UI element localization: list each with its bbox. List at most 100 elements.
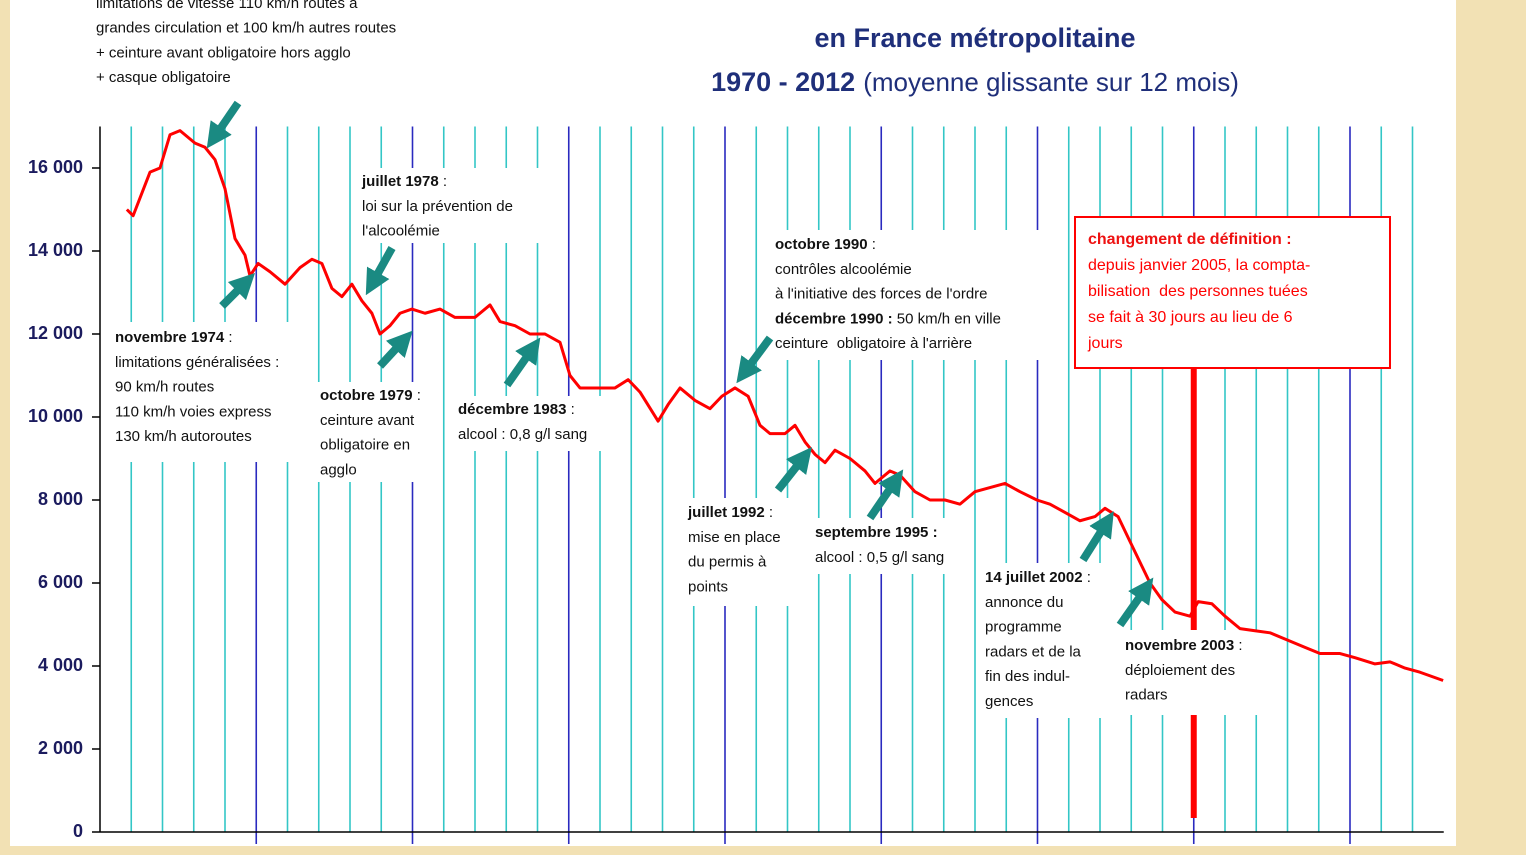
annotation-box xyxy=(355,168,540,243)
text-layer: en France métropolitaine 1970 - 2012 (moy… xyxy=(28,0,1391,841)
annotation-date: décembre 1983 xyxy=(458,401,566,418)
annotation-line: décembre 1990 : 50 km/h en ville xyxy=(775,310,1001,327)
annotation-box xyxy=(978,563,1108,718)
annotation-title: septembre 1995 : xyxy=(815,524,938,541)
annotation-line: à l'initiative des forces de l'ordre xyxy=(775,286,988,303)
annotation-boxes xyxy=(108,168,1258,718)
annotation-line: ceinture avant xyxy=(320,412,415,429)
annotation-line: contrôles alcoolémie xyxy=(775,261,912,278)
annotation-title: juillet 1978 : xyxy=(361,173,447,190)
annotation-title: juillet 1992 : xyxy=(687,504,773,521)
annotation-box xyxy=(108,322,298,462)
annotation-line: annonce du xyxy=(985,594,1063,611)
annotation-line: du permis à xyxy=(688,554,767,571)
arrow xyxy=(1079,511,1114,563)
annotation-date: octobre 1990 xyxy=(775,236,868,253)
y-tick-label: 12 000 xyxy=(28,323,83,343)
annotation-colon: : xyxy=(413,387,421,404)
arrow xyxy=(206,100,242,149)
annotation-line: 130 km/h autoroutes xyxy=(115,428,252,445)
annotation-line: radars xyxy=(1125,687,1168,704)
annotation-box xyxy=(313,382,433,482)
y-tick-label: 8 000 xyxy=(38,489,83,509)
annotation-colon: : xyxy=(1234,637,1242,654)
y-tick-label: 4 000 xyxy=(38,655,83,675)
annotation-date: décembre 1990 : xyxy=(775,310,893,327)
grid xyxy=(92,126,1444,844)
annotation-line: l'alcoolémie xyxy=(362,223,440,240)
definition-line: depuis janvier 2005, la compta- xyxy=(1088,257,1310,274)
annotation-box xyxy=(1118,630,1258,715)
annotation-date: 14 juillet 2002 xyxy=(985,569,1083,586)
annotation-title: octobre 1990 : xyxy=(775,236,876,253)
y-tick-label: 16 000 xyxy=(28,157,83,177)
subtitle-period: 1970 - 2012 xyxy=(711,67,855,97)
note-line: + ceinture avant obligatoire hors agglo xyxy=(96,44,351,61)
annotation-line: limitations généralisées : xyxy=(115,354,279,371)
annotation-line: loi sur la prévention de xyxy=(362,198,513,215)
definition-line: se fait à 30 jours au lieu de 6 xyxy=(1088,309,1293,326)
annotation-text: 50 km/h en ville xyxy=(893,310,1001,327)
annotation-line: radars et de la xyxy=(985,643,1082,660)
annotation-colon: : xyxy=(1083,569,1091,586)
y-tick-label: 6 000 xyxy=(38,572,83,592)
annotation-box xyxy=(808,518,973,574)
definition-title: changement de définition : xyxy=(1088,231,1292,248)
annotation-line: alcool : 0,8 g/l sang xyxy=(458,426,587,443)
annotation-date: novembre 1974 xyxy=(115,329,225,346)
annotation-colon: : xyxy=(868,236,876,253)
annotation-date: juillet 1992 xyxy=(687,504,765,521)
annotation-line: déploiement des xyxy=(1125,662,1235,679)
annotation-box xyxy=(450,396,610,451)
annotation-date: octobre 1979 xyxy=(320,387,413,404)
annotation-line: agglo xyxy=(320,461,357,478)
annotation-title: octobre 1979 : xyxy=(320,387,421,404)
annotation-line: 90 km/h routes xyxy=(115,379,214,396)
data-line xyxy=(125,129,1444,682)
arrow xyxy=(365,246,396,296)
chart-subtitle: 1970 - 2012 (moyenne glissante sur 12 moi… xyxy=(711,67,1239,97)
annotation-colon: : xyxy=(224,329,232,346)
annotation-line: 110 km/h voies express xyxy=(115,403,271,420)
annotation-title: 14 juillet 2002 : xyxy=(985,569,1091,586)
chart-title: en France métropolitaine xyxy=(814,23,1135,53)
annotation-line: programme xyxy=(985,619,1062,636)
y-tick-label: 0 xyxy=(73,821,83,841)
curve-layer xyxy=(125,129,1444,682)
definition-line: bilisation des personnes tuées xyxy=(1088,283,1308,300)
annotation-line: mise en place xyxy=(688,529,781,546)
annotation-line: obligatoire en xyxy=(320,437,410,454)
definition-box xyxy=(1074,216,1391,369)
annotation-line: points xyxy=(688,578,728,595)
arrow xyxy=(736,335,774,384)
arrow xyxy=(1116,577,1154,628)
annotation-date: septembre 1995 : xyxy=(815,524,938,541)
subtitle-text: (moyenne glissante sur 12 mois) xyxy=(863,67,1239,97)
annotation-line: gences xyxy=(985,693,1033,710)
annotation-colon: : xyxy=(566,401,574,418)
annotation-line: alcool : 0,5 g/l sang xyxy=(815,549,944,566)
note-line: limitations de vitesse 110 km/h routes à xyxy=(96,0,358,12)
y-tick-label: 10 000 xyxy=(28,406,83,426)
arrow xyxy=(377,330,413,369)
annotation-box xyxy=(768,230,1043,360)
arrow xyxy=(219,272,256,309)
y-tick-label: 14 000 xyxy=(28,240,83,260)
annotation-box xyxy=(680,498,798,606)
annotation-title: décembre 1983 : xyxy=(458,401,575,418)
annotation-title: novembre 2003 : xyxy=(1125,637,1243,654)
annotation-colon: : xyxy=(765,504,773,521)
annotation-line: fin des indul- xyxy=(985,668,1070,685)
annotation-date: juillet 1978 xyxy=(361,173,439,190)
arrow xyxy=(866,469,904,521)
annotation-title: novembre 1974 : xyxy=(115,329,233,346)
annotation-colon: : xyxy=(439,173,447,190)
y-tick-label: 2 000 xyxy=(38,738,83,758)
arrow xyxy=(503,337,541,388)
definition-line: jours xyxy=(1087,335,1123,352)
note-line: + casque obligatoire xyxy=(96,69,231,86)
arrow xyxy=(774,446,812,493)
annotation-line: ceinture obligatoire à l'arrière xyxy=(775,335,972,352)
